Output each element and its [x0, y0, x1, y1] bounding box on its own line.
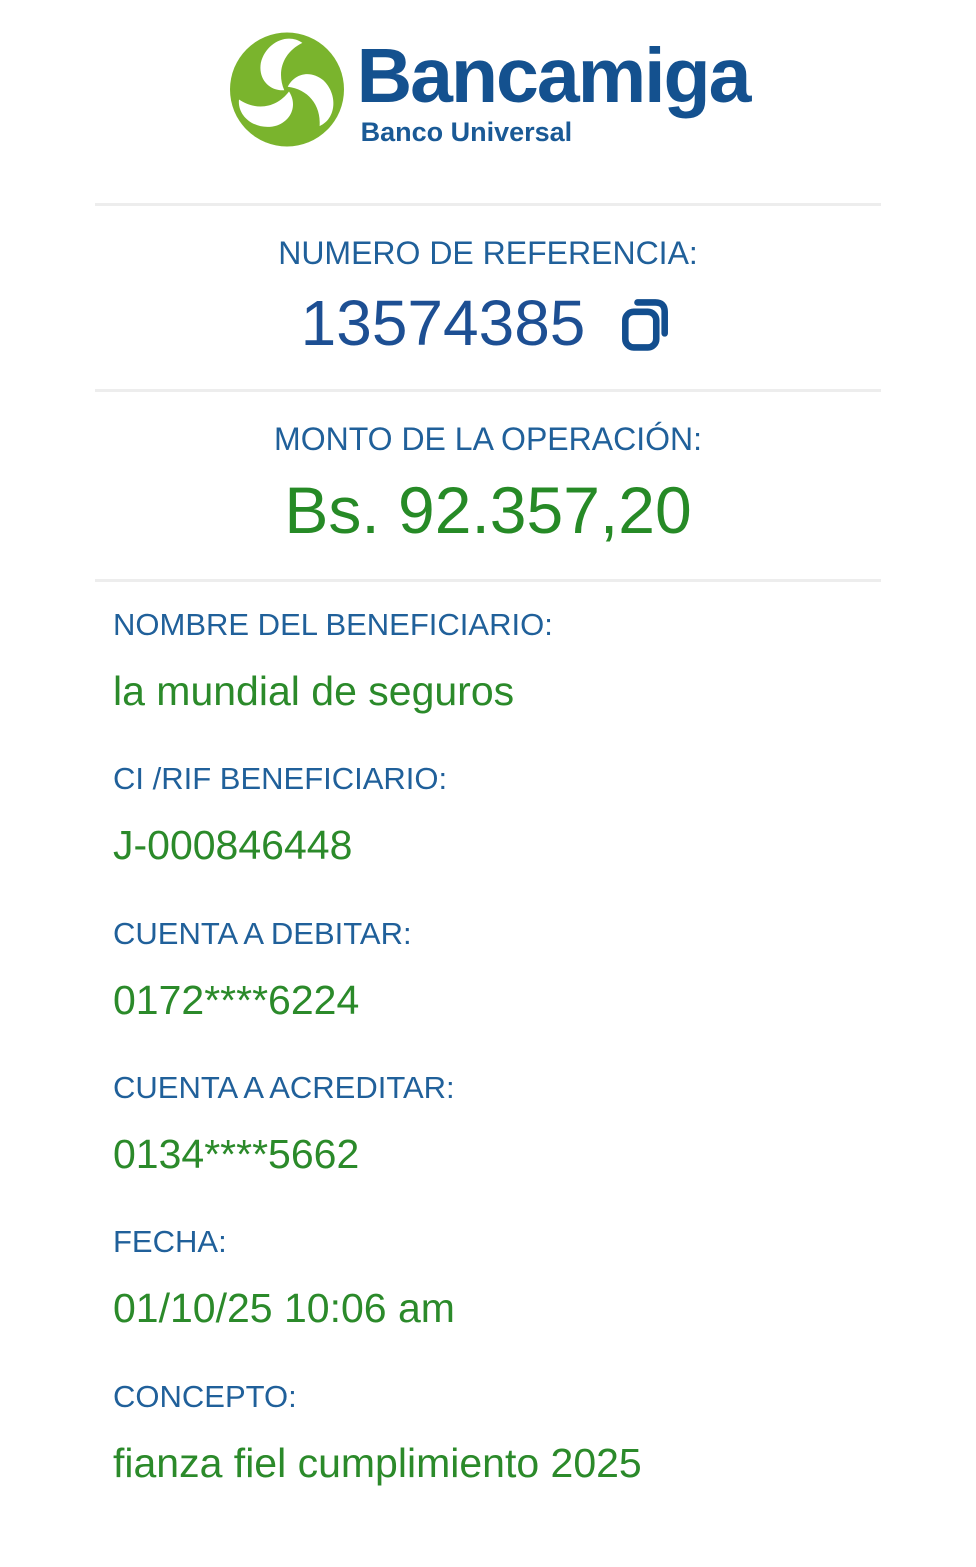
reference-label: NUMERO DE REFERENCIA: — [278, 235, 698, 271]
copy-reference-button[interactable] — [615, 293, 675, 355]
concept-value: fianza fiel cumplimiento 2025 — [113, 1439, 642, 1486]
details-section: NOMBRE DEL BENEFICIARIO: la mundial de s… — [95, 582, 881, 1488]
reference-number: 13574385 — [300, 287, 586, 360]
divider-middle-2 — [95, 578, 881, 582]
beneficiary-name-value: la mundial de seguros — [113, 667, 515, 714]
date-value: 01/10/25 10:06 am — [113, 1285, 455, 1332]
beneficiary-id-label: CI /RIF BENEFICIARIO: — [113, 761, 448, 797]
debit-account-value: 0172****6224 — [113, 976, 360, 1023]
debit-account-label: CUENTA A DEBITAR: — [113, 915, 412, 951]
credit-account-label: CUENTA A ACREDITAR: — [113, 1069, 455, 1105]
logo-wordmark: Bancamiga Banco Universal — [356, 28, 752, 148]
amount-section: MONTO DE LA OPERACIÓN: Bs. 92.357,20 — [0, 420, 976, 547]
transfer-receipt: Bancamiga Banco Universal NUMERO DE REFE… — [0, 0, 976, 1488]
amount-value: Bs. 92.357,20 — [284, 473, 692, 548]
date-label: FECHA: — [113, 1224, 227, 1260]
amount-label: MONTO DE LA OPERACIÓN: — [274, 420, 702, 457]
divider-middle-1 — [95, 388, 881, 392]
brand-tagline: Banco Universal — [360, 117, 573, 147]
reference-section: NUMERO DE REFERENCIA: 13574385 — [0, 234, 976, 359]
credit-account-value: 0134****5662 — [113, 1131, 360, 1178]
brand-name: Bancamiga — [356, 33, 752, 119]
reference-row: 13574385 — [0, 287, 976, 360]
concept-label: CONCEPTO: — [113, 1378, 297, 1414]
beneficiary-id-value: J-000846448 — [113, 822, 353, 869]
beneficiary-name-label: NOMBRE DEL BENEFICIARIO: — [113, 606, 553, 642]
bancamiga-swirl-icon — [227, 28, 347, 151]
divider-top — [95, 203, 881, 206]
copy-icon — [615, 298, 675, 358]
bancamiga-logo: Bancamiga Banco Universal — [0, 0, 976, 151]
